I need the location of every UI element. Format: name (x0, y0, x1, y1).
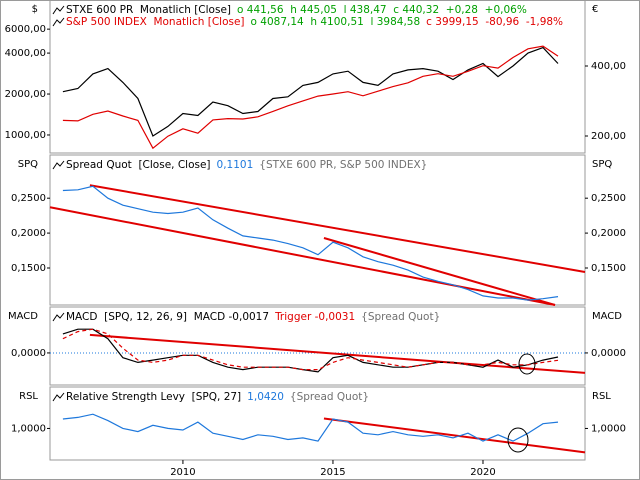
x-tick-label: 2020 (470, 467, 495, 478)
axis-label: SPQ (18, 159, 38, 170)
legend-entry: STXE 600 PR Monatlich [Close] o 441,56 h … (66, 4, 527, 16)
axis-label: RSL (592, 391, 611, 402)
panel-frame (49, 386, 586, 461)
legend-text: MACD [SPQ, 12, 26, 9] MACD -0,0017 (66, 311, 269, 323)
y-tick-label: 0,2000 (11, 228, 46, 239)
series-line (62, 185, 559, 301)
axis-label: RSL (19, 391, 38, 402)
series-line (62, 45, 559, 150)
legend-text: Relative Strength Levy [SPQ, 27] (66, 391, 241, 403)
legend-text: 1,0420 (247, 391, 284, 403)
legend-text: {Spread Quot} (361, 311, 440, 323)
legend-entry: S&P 500 INDEX Monatlich [Close] o 4087,14… (66, 16, 563, 28)
y-tick-label: 0,2500 (11, 193, 46, 204)
y2-tick-label: 400,00 (591, 61, 626, 72)
legend-text: {Spread Quot} (290, 391, 369, 403)
axis-label: € (592, 4, 598, 15)
legend-text: c 3999,15 -80,96 -1,98% (426, 16, 563, 28)
axis-label: SPQ (592, 159, 612, 170)
x-tick-label: 2015 (320, 467, 345, 478)
trendline (49, 206, 556, 306)
y-tick-label: 0,2000 (591, 228, 626, 239)
legend-entry: Relative Strength Levy [SPQ, 27] 1,0420 {S… (66, 391, 369, 403)
highlight-ellipse (507, 427, 529, 453)
legend-text: Spread Quot [Close, Close] (66, 159, 211, 171)
legend-icon (52, 160, 65, 170)
panel-frame (49, 154, 586, 306)
y-tick-label: 1,0000 (11, 423, 46, 434)
legend-text: 0,1101 (217, 159, 254, 171)
trendline (89, 333, 586, 374)
legend-icon (52, 5, 65, 15)
y-tick-label: 2000,00 (5, 89, 46, 100)
y-tick-label: 6000,00 (5, 24, 46, 35)
highlight-ellipse (518, 353, 536, 375)
y-tick-label: 0,0000 (591, 348, 626, 359)
y-tick-label: 1000,00 (5, 130, 46, 141)
y-tick-label: 0,2500 (591, 193, 626, 204)
legend-text: o 4087,14 h 4100,51 l 3984,58 (251, 16, 421, 28)
y-tick-label: 0,1500 (11, 263, 46, 274)
legend-text: S&P 500 INDEX Monatlich [Close] (66, 16, 245, 28)
legend-icon (52, 312, 65, 322)
x-tick-label: 2010 (170, 467, 195, 478)
axis-label: MACD (8, 311, 38, 322)
trendline (89, 184, 586, 273)
axis-label: MACD (592, 311, 622, 322)
series-line (62, 328, 559, 371)
trendline (323, 417, 586, 454)
legend-entry: Spread Quot [Close, Close] 0,1101 {STXE 60… (66, 159, 427, 171)
y2-tick-label: 200,00 (591, 131, 626, 142)
legend-icon (52, 17, 65, 27)
panel-frame (49, 0, 586, 154)
legend-icon (52, 392, 65, 402)
legend-text: Trigger -0,0031 (274, 311, 355, 323)
series-line (62, 46, 559, 137)
legend-text: STXE 600 PR Monatlich [Close] (66, 4, 231, 16)
panel-frame (49, 306, 586, 386)
legend-text: {STXE 600 PR, S&P 500 INDEX} (259, 159, 427, 171)
legend-text: o 441,56 h 445,05 l 438,47 c 440,32 +0,2… (237, 4, 527, 16)
legend-entry: MACD [SPQ, 12, 26, 9] MACD -0,0017 Trigge… (66, 311, 440, 323)
trendline (323, 237, 556, 306)
y-tick-label: 1,0000 (591, 423, 626, 434)
y-tick-label: 4000,00 (5, 48, 46, 59)
y-tick-label: 0,1500 (591, 263, 626, 274)
series-line (62, 413, 559, 442)
y-tick-label: 0,0000 (11, 348, 46, 359)
axis-label: $ (32, 4, 38, 15)
